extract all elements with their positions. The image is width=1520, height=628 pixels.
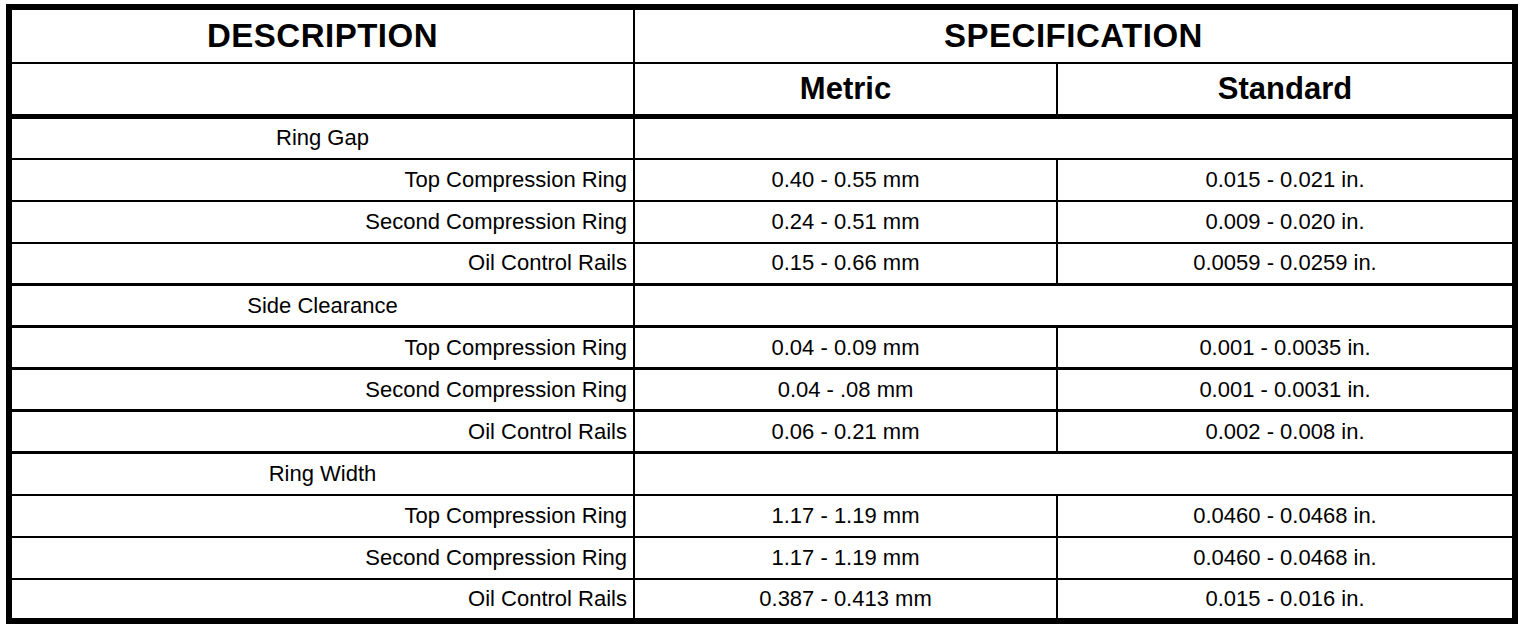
- standard-value: 0.009 - 0.020 in.: [1057, 201, 1515, 243]
- table-row: Top Compression Ring 1.17 - 1.19 mm 0.04…: [9, 495, 1515, 537]
- table-row: Top Compression Ring 0.04 - 0.09 mm 0.00…: [9, 327, 1515, 369]
- section-spec-empty-cell: [634, 453, 1515, 495]
- row-label: Second Compression Ring: [9, 537, 634, 579]
- section-label: Side Clearance: [9, 285, 634, 327]
- metric-value: 0.04 - .08 mm: [634, 369, 1057, 411]
- table-row: Second Compression Ring 1.17 - 1.19 mm 0…: [9, 537, 1515, 579]
- table-row: Second Compression Ring 0.04 - .08 mm 0.…: [9, 369, 1515, 411]
- metric-value: 0.40 - 0.55 mm: [634, 159, 1057, 201]
- row-label: Second Compression Ring: [9, 201, 634, 243]
- col-header-specification: SPECIFICATION: [634, 7, 1515, 63]
- table-row: Second Compression Ring 0.24 - 0.51 mm 0…: [9, 201, 1515, 243]
- standard-value: 0.001 - 0.0031 in.: [1057, 369, 1515, 411]
- table-header-row: DESCRIPTION SPECIFICATION: [9, 7, 1515, 63]
- col-header-standard: Standard: [1057, 63, 1515, 117]
- col-header-metric: Metric: [634, 63, 1057, 117]
- metric-value: 0.387 - 0.413 mm: [634, 579, 1057, 621]
- standard-value: 0.015 - 0.021 in.: [1057, 159, 1515, 201]
- standard-value: 0.0059 - 0.0259 in.: [1057, 243, 1515, 285]
- standard-value: 0.002 - 0.008 in.: [1057, 411, 1515, 453]
- row-label: Top Compression Ring: [9, 159, 634, 201]
- spec-table: DESCRIPTION SPECIFICATION Metric Standar…: [6, 4, 1518, 624]
- metric-value: 1.17 - 1.19 mm: [634, 537, 1057, 579]
- standard-value: 0.015 - 0.016 in.: [1057, 579, 1515, 621]
- col-header-description: DESCRIPTION: [9, 7, 634, 63]
- table-row: Oil Control Rails 0.15 - 0.66 mm 0.0059 …: [9, 243, 1515, 285]
- metric-value: 0.15 - 0.66 mm: [634, 243, 1057, 285]
- piston-ring-spec-page: DESCRIPTION SPECIFICATION Metric Standar…: [0, 0, 1520, 628]
- standard-value: 0.0460 - 0.0468 in.: [1057, 495, 1515, 537]
- metric-value: 1.17 - 1.19 mm: [634, 495, 1057, 537]
- table-row: Top Compression Ring 0.40 - 0.55 mm 0.01…: [9, 159, 1515, 201]
- section-spec-empty-cell: [634, 285, 1515, 327]
- table-row: Oil Control Rails 0.387 - 0.413 mm 0.015…: [9, 579, 1515, 621]
- col-header-description-empty: [9, 63, 634, 117]
- section-label: Ring Gap: [9, 117, 634, 159]
- section-row-ring-gap: Ring Gap: [9, 117, 1515, 159]
- row-label: Oil Control Rails: [9, 579, 634, 621]
- standard-value: 0.001 - 0.0035 in.: [1057, 327, 1515, 369]
- row-label: Second Compression Ring: [9, 369, 634, 411]
- row-label: Oil Control Rails: [9, 243, 634, 285]
- section-spec-empty-cell: [634, 117, 1515, 159]
- section-row-side-clearance: Side Clearance: [9, 285, 1515, 327]
- table-subheader-row: Metric Standard: [9, 63, 1515, 117]
- row-label: Top Compression Ring: [9, 495, 634, 537]
- standard-value: 0.0460 - 0.0468 in.: [1057, 537, 1515, 579]
- section-row-ring-width: Ring Width: [9, 453, 1515, 495]
- metric-value: 0.24 - 0.51 mm: [634, 201, 1057, 243]
- table-row: Oil Control Rails 0.06 - 0.21 mm 0.002 -…: [9, 411, 1515, 453]
- metric-value: 0.04 - 0.09 mm: [634, 327, 1057, 369]
- section-label: Ring Width: [9, 453, 634, 495]
- row-label: Oil Control Rails: [9, 411, 634, 453]
- metric-value: 0.06 - 0.21 mm: [634, 411, 1057, 453]
- row-label: Top Compression Ring: [9, 327, 634, 369]
